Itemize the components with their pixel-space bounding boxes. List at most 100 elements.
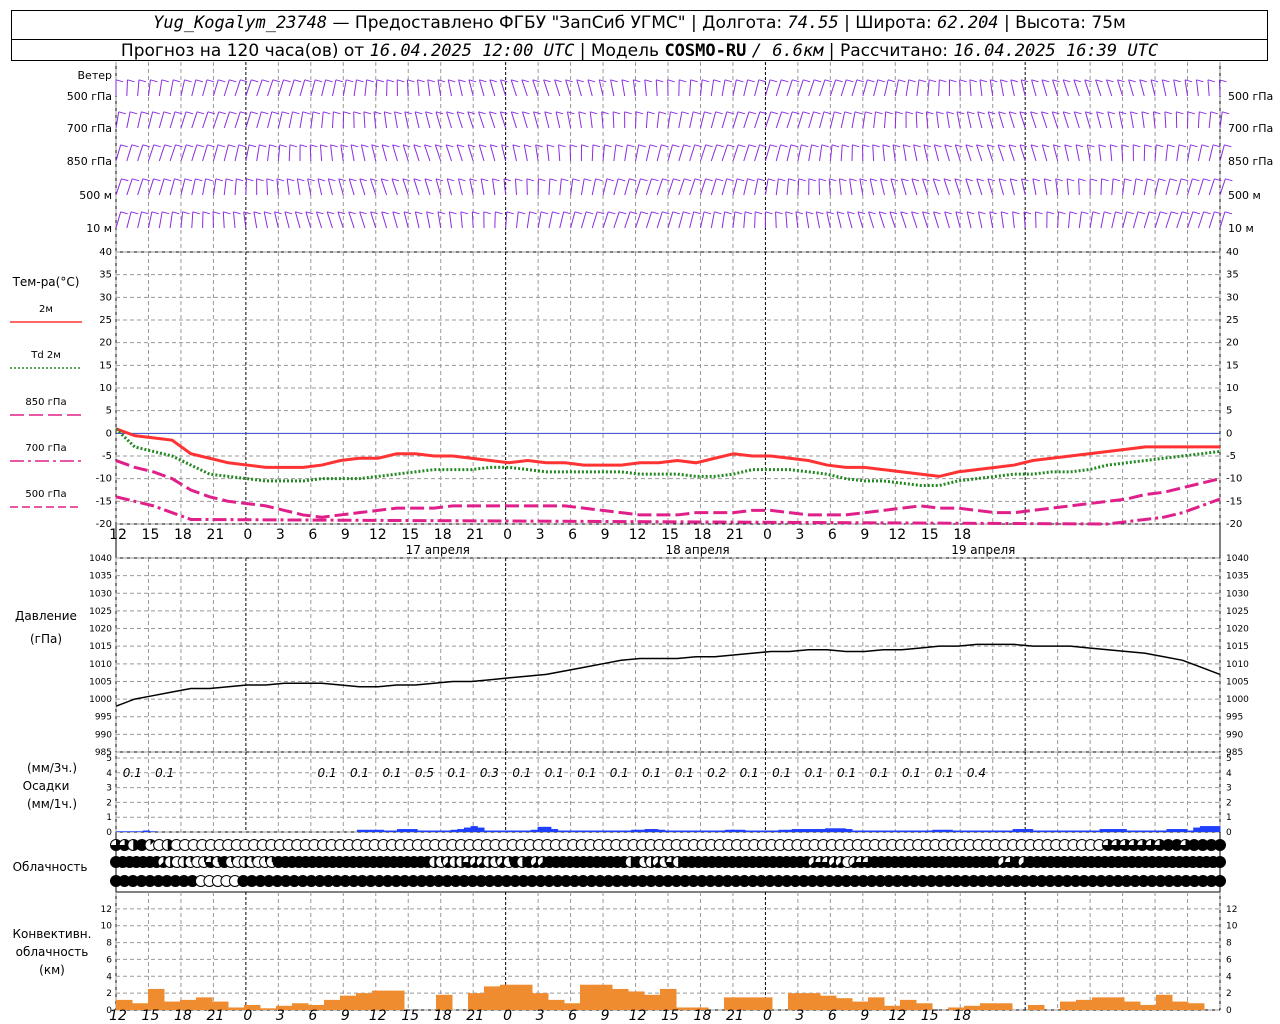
wind-barb bbox=[775, 144, 788, 162]
wind-barb-staff bbox=[969, 79, 972, 97]
wind-barb-staff bbox=[667, 144, 674, 162]
wind-barb bbox=[147, 111, 160, 129]
conv-bar bbox=[852, 1001, 869, 1010]
wind-barb-flag bbox=[427, 79, 435, 83]
wind-barb-staff bbox=[775, 144, 782, 162]
temp-xtick: 9 bbox=[341, 527, 350, 543]
wind-barb bbox=[383, 111, 392, 129]
wind-barb-flag bbox=[821, 144, 829, 148]
prec-bar bbox=[1025, 829, 1034, 832]
wind-barb bbox=[331, 79, 344, 97]
wind-barb bbox=[621, 79, 630, 97]
wind-barb-flag bbox=[151, 211, 160, 215]
wind-barb-flag bbox=[705, 178, 713, 182]
wind-barb-staff bbox=[624, 211, 631, 229]
wind-barb bbox=[576, 79, 584, 97]
wind-barb bbox=[847, 211, 855, 229]
wind-barb bbox=[1030, 111, 1038, 129]
conv-bar bbox=[1156, 994, 1173, 1010]
wind-barb bbox=[1073, 111, 1082, 129]
wind-barb-staff bbox=[526, 211, 531, 229]
wind-barb-staff bbox=[797, 178, 800, 196]
wind-barb bbox=[256, 178, 264, 196]
wind-barb bbox=[212, 79, 226, 97]
wind-barb bbox=[460, 211, 469, 229]
wind-barb-flag bbox=[1075, 144, 1084, 148]
wind-barb-flag bbox=[1171, 211, 1179, 215]
conv-bar bbox=[1092, 997, 1109, 1010]
wind-barb-staff bbox=[900, 211, 907, 229]
prec-bar bbox=[1032, 830, 1040, 832]
wind-barb-staff bbox=[849, 178, 853, 196]
wind-barb-flag bbox=[1184, 79, 1193, 83]
wind-barb-flag bbox=[317, 178, 326, 182]
wind-barb bbox=[364, 79, 374, 97]
wind-barb bbox=[997, 144, 1006, 162]
wind-barb bbox=[1040, 111, 1049, 129]
wind-barb bbox=[310, 111, 321, 129]
cloud-symbol-fill bbox=[1136, 839, 1148, 851]
wind-barb-staff bbox=[1095, 79, 1102, 97]
wind-barb-flag bbox=[141, 211, 149, 215]
wind-barb-flag bbox=[335, 79, 344, 83]
wind-barb bbox=[348, 211, 356, 229]
lat-label: Широта: bbox=[855, 13, 932, 33]
wind-barb bbox=[795, 211, 804, 229]
wind-barb-staff bbox=[956, 111, 961, 129]
wind-barb-flag bbox=[370, 178, 378, 182]
wind-barb-flag bbox=[522, 111, 530, 115]
prec-total-label: 0.1 bbox=[577, 766, 596, 780]
pres-ytick-left: 1025 bbox=[89, 607, 112, 617]
wind-barb-staff bbox=[286, 178, 290, 196]
wind-barb-flag bbox=[976, 144, 984, 148]
wind-barb bbox=[635, 211, 649, 229]
wind-barb-staff bbox=[997, 144, 1005, 162]
wind-barb bbox=[180, 111, 194, 129]
wind-barb bbox=[1173, 79, 1181, 97]
wind-barb bbox=[548, 211, 560, 229]
conv-bar bbox=[212, 1001, 229, 1010]
wind-barb bbox=[857, 211, 866, 229]
wind-barb bbox=[435, 178, 444, 196]
wind-barb bbox=[256, 144, 267, 162]
wind-barb bbox=[340, 144, 348, 162]
conv-xtick: 6 bbox=[568, 1008, 577, 1024]
wind-barb-staff bbox=[754, 111, 761, 129]
wind-barb-staff bbox=[916, 79, 920, 97]
wind-barb-flag bbox=[811, 144, 819, 148]
wind-barb-staff bbox=[721, 211, 726, 229]
wind-barb-staff bbox=[775, 178, 779, 196]
wind-barb-staff bbox=[786, 144, 792, 162]
wind-barb-staff bbox=[169, 144, 176, 162]
wind-barb-staff bbox=[256, 79, 263, 97]
prec-bar bbox=[1206, 826, 1214, 832]
pres-ytick-left: 1015 bbox=[89, 642, 112, 652]
wind-barb-staff bbox=[406, 79, 409, 97]
prec-bar bbox=[537, 826, 545, 832]
wind-barb-flag bbox=[479, 79, 487, 83]
wind-barb bbox=[115, 144, 128, 162]
wind-barb-staff bbox=[446, 178, 453, 196]
prec-bar bbox=[637, 829, 646, 832]
wind-barb-flag bbox=[287, 178, 295, 182]
wind-barb bbox=[892, 144, 901, 162]
temp-xtick: 12 bbox=[888, 527, 906, 543]
wind-barb bbox=[976, 178, 984, 196]
conv-xtick: 3 bbox=[276, 1008, 285, 1024]
wind-barb-flag bbox=[506, 211, 514, 215]
wind-barb-flag bbox=[672, 211, 680, 215]
wind-barb bbox=[1143, 178, 1155, 196]
wind-barb-flag bbox=[1153, 111, 1161, 115]
wind-barb bbox=[828, 178, 837, 196]
wind-barb bbox=[1000, 211, 1009, 229]
conv-xtick: 15 bbox=[921, 1008, 939, 1024]
wind-barb-staff bbox=[905, 79, 910, 97]
cloud-symbol-circle bbox=[1214, 856, 1226, 868]
wind-barb bbox=[469, 178, 477, 196]
prec-total-label: 0.1 bbox=[902, 766, 921, 780]
wind-barb bbox=[566, 111, 575, 129]
wind-barb-flag bbox=[889, 211, 898, 215]
wind-barb-staff bbox=[699, 111, 705, 129]
wind-barb-flag bbox=[512, 144, 521, 148]
wind-barb-flag bbox=[142, 144, 150, 148]
